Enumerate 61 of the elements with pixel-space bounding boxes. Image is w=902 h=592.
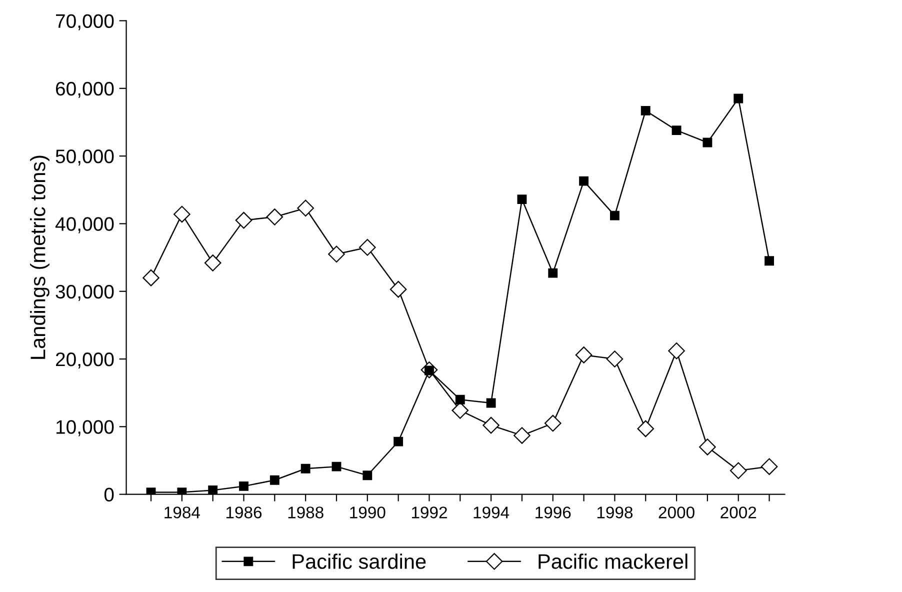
point bbox=[579, 176, 589, 186]
y-tick-label: 50,000 bbox=[56, 150, 114, 166]
x-tick-label: 1994 bbox=[474, 506, 510, 518]
point bbox=[514, 427, 530, 444]
y-tick-label: 30,000 bbox=[56, 284, 114, 301]
point bbox=[764, 256, 774, 266]
point bbox=[517, 194, 527, 204]
point bbox=[548, 268, 558, 278]
y-tick-label: 40,000 bbox=[55, 217, 114, 234]
point bbox=[455, 394, 465, 404]
point bbox=[270, 475, 280, 485]
point bbox=[730, 462, 747, 480]
point bbox=[390, 280, 407, 298]
point bbox=[760, 458, 778, 475]
point bbox=[235, 212, 252, 229]
x-tick-label: 1992 bbox=[412, 506, 447, 518]
point bbox=[358, 238, 376, 256]
point bbox=[486, 398, 496, 408]
y-tick-label: 20,000 bbox=[56, 352, 114, 369]
x-tick-label: 2000 bbox=[658, 506, 694, 518]
point bbox=[142, 269, 160, 286]
x-tick-label: 1998 bbox=[597, 506, 633, 518]
point bbox=[637, 420, 654, 438]
y-tick-label: 60,000 bbox=[56, 82, 114, 98]
y-tick-label: 0 bbox=[104, 488, 114, 502]
legend-label: Pacific mackerel bbox=[538, 554, 688, 569]
point bbox=[266, 208, 284, 226]
point bbox=[575, 346, 592, 364]
x-tick-label: 1988 bbox=[288, 506, 324, 518]
point bbox=[699, 438, 716, 456]
legend-label: Pacific sardine bbox=[292, 554, 426, 569]
point bbox=[610, 210, 620, 220]
point bbox=[300, 464, 310, 474]
x-tick-label: 2002 bbox=[720, 506, 756, 518]
point bbox=[204, 254, 222, 272]
point bbox=[544, 414, 562, 432]
x-tick-label: 1984 bbox=[164, 506, 200, 518]
point bbox=[332, 462, 342, 472]
point bbox=[452, 402, 469, 419]
point bbox=[672, 126, 682, 136]
point bbox=[239, 481, 248, 491]
y-tick-label: 10,000 bbox=[56, 420, 114, 436]
point bbox=[208, 486, 218, 494]
point bbox=[177, 488, 187, 494]
point bbox=[362, 470, 372, 480]
x-tick-label: 1990 bbox=[350, 506, 386, 518]
point bbox=[328, 246, 345, 263]
x-tick-label: 1996 bbox=[536, 506, 571, 518]
point bbox=[482, 416, 500, 434]
point bbox=[606, 350, 624, 368]
point bbox=[702, 138, 712, 148]
y-tick-label: 70,000 bbox=[56, 14, 114, 30]
point bbox=[640, 106, 650, 116]
y-axis-title: Landings (metric tons) bbox=[30, 156, 50, 359]
point bbox=[174, 206, 190, 223]
x-tick-label: 1986 bbox=[226, 506, 262, 518]
point bbox=[297, 200, 314, 217]
point bbox=[394, 436, 404, 446]
point bbox=[668, 342, 685, 360]
point bbox=[734, 94, 744, 104]
point bbox=[146, 488, 156, 494]
